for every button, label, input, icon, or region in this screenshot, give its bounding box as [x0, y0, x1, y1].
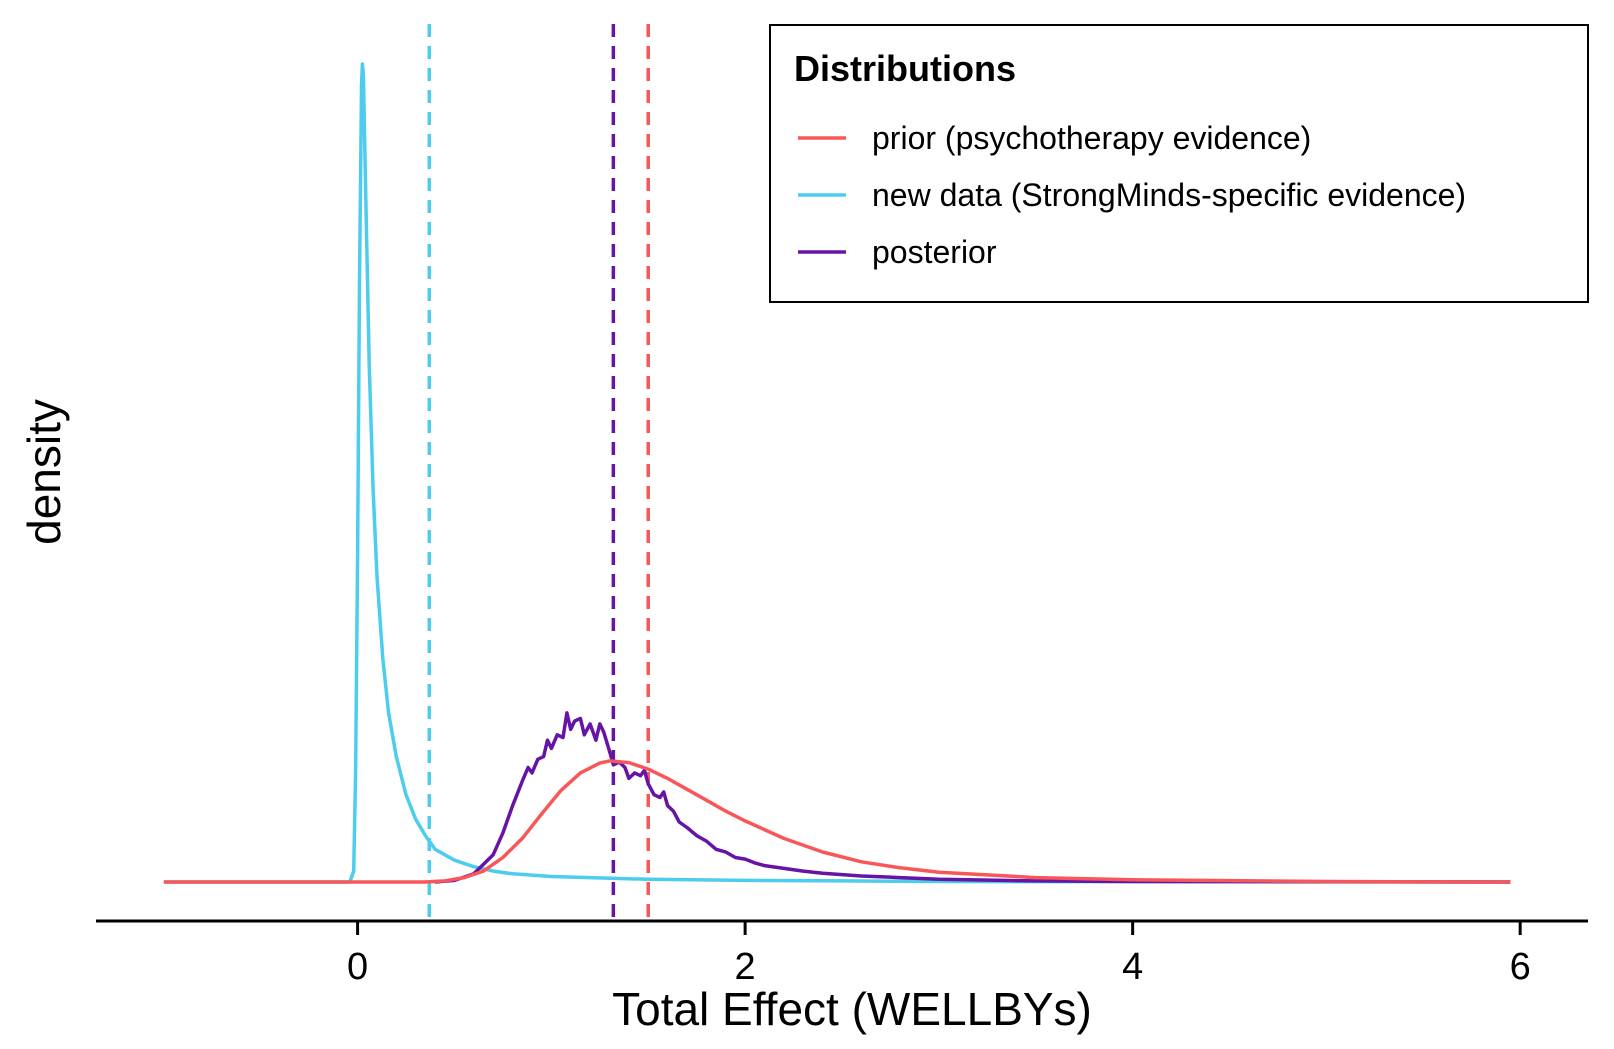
legend-items: prior (psychotherapy evidence) new data (…: [798, 120, 1466, 270]
legend-label: posterior: [872, 234, 997, 270]
mean-lines: [427, 24, 650, 921]
x-tick-label: 2: [735, 946, 756, 988]
legend-box: [769, 24, 1589, 303]
x-tick-label: 0: [347, 946, 368, 988]
legend-label: prior (psychotherapy evidence): [872, 120, 1311, 156]
series-line: [163, 759, 1511, 884]
series-line: [163, 62, 1511, 884]
x-tick-label: 6: [1510, 946, 1531, 988]
series-line: [434, 711, 1511, 884]
legend-label: new data (StrongMinds-specific evidence): [872, 177, 1466, 213]
x-tick-label: 4: [1122, 946, 1143, 988]
legend-title: Distributions: [794, 48, 1016, 89]
y-axis-title: density: [18, 399, 70, 545]
x-axis-title: Total Effect (WELLBYs): [612, 983, 1092, 1035]
legend: Distributions prior (psychotherapy evide…: [769, 24, 1589, 303]
x-axis-ticks: 0 2 4 6: [347, 921, 1531, 988]
series-lines: [163, 62, 1511, 884]
